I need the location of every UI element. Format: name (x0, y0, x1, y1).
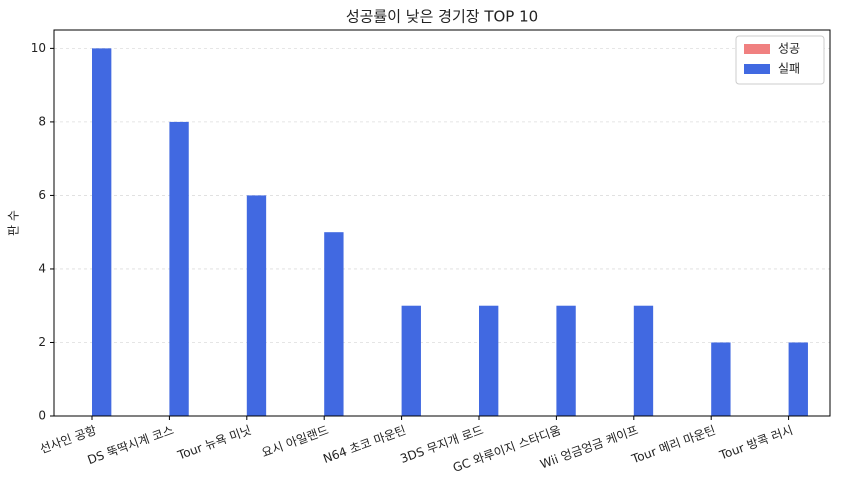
x-tick-label: 요시 아일랜드 (260, 423, 331, 460)
plot-frame (53, 29, 831, 417)
bar (92, 48, 112, 416)
y-tick-label: 0 (38, 409, 46, 423)
x-tick-label: N64 초코 마운틴 (321, 423, 408, 466)
x-tick-label: Tour 뉴욕 미닛 (175, 423, 253, 463)
x-tick-label: Tour 메리 마운틴 (629, 423, 717, 467)
bar (401, 305, 421, 416)
bar (556, 305, 576, 416)
legend-swatch (744, 44, 770, 54)
bar (788, 342, 808, 416)
legend-label: 실패 (778, 62, 800, 76)
x-tick-label: DS 뚝딱시계 코스 (86, 423, 176, 467)
legend-swatch (744, 64, 770, 74)
y-tick-label: 2 (38, 335, 46, 349)
x-tick-label: Tour 방콕 러시 (717, 423, 795, 463)
bar (324, 232, 344, 416)
bar (246, 195, 267, 416)
y-tick-label: 10 (31, 41, 46, 55)
bar (711, 342, 731, 416)
y-tick-label: 8 (38, 114, 46, 128)
chart-title: 성공률이 낮은 경기장 TOP 10 (346, 8, 538, 26)
y-tick-label: 4 (38, 261, 46, 275)
x-tick-label: 선사인 공항 (38, 423, 98, 456)
y-tick-label: 6 (38, 188, 46, 202)
legend-label: 성공 (778, 42, 800, 56)
bar (633, 305, 654, 416)
bar (169, 121, 189, 417)
bar (479, 305, 499, 416)
y-axis-label: 판 수 (7, 210, 21, 236)
